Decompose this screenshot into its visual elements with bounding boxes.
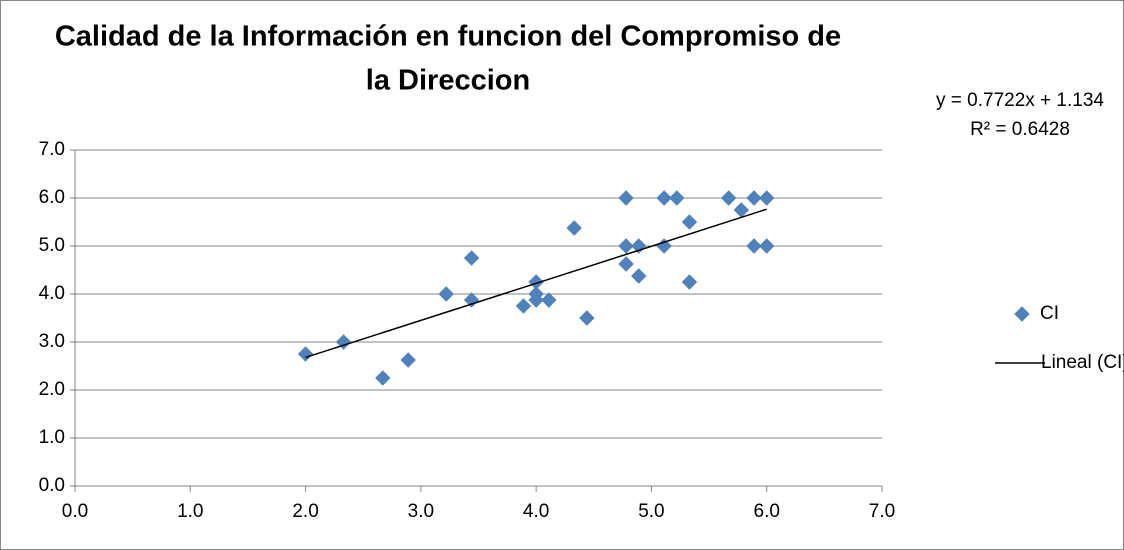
point bbox=[463, 292, 480, 308]
y-tick-label: 1.0 bbox=[39, 427, 65, 448]
point bbox=[746, 190, 762, 206]
point bbox=[618, 238, 634, 254]
x-tick-label: 7.0 bbox=[869, 501, 895, 522]
x-tick-label: 6.0 bbox=[754, 501, 780, 522]
x-tick-label: 3.0 bbox=[408, 501, 434, 522]
point bbox=[375, 370, 391, 386]
point bbox=[335, 334, 352, 350]
chart-title: Calidad de la Información en funcion del… bbox=[55, 21, 841, 53]
point bbox=[656, 190, 672, 206]
point bbox=[746, 238, 762, 254]
x-tick-label: 5.0 bbox=[638, 501, 664, 522]
legend-marker bbox=[1014, 306, 1030, 322]
y-tick-label: 0.0 bbox=[39, 475, 65, 496]
y-tick-label: 7.0 bbox=[39, 139, 65, 160]
x-tick-label: 4.0 bbox=[523, 501, 549, 522]
point bbox=[681, 274, 698, 290]
y-tick-label: 4.0 bbox=[39, 283, 65, 304]
trendline bbox=[305, 208, 767, 359]
trend-r-squared: R² = 0.6428 bbox=[970, 119, 1070, 140]
point bbox=[515, 298, 532, 314]
legend-label: Lineal (CI) bbox=[1041, 352, 1124, 373]
trend-equation: y = 0.7722x + 1.134 bbox=[936, 90, 1104, 111]
y-tick-label: 6.0 bbox=[39, 187, 65, 208]
point bbox=[669, 190, 685, 206]
point bbox=[681, 214, 698, 230]
y-tick-label: 3.0 bbox=[39, 331, 65, 352]
point bbox=[759, 238, 775, 254]
point bbox=[720, 190, 737, 206]
point bbox=[438, 286, 454, 302]
x-tick-label: 0.0 bbox=[62, 501, 88, 522]
point bbox=[541, 292, 557, 308]
point bbox=[400, 352, 416, 368]
x-tick-label: 2.0 bbox=[292, 501, 318, 522]
chart-title: la Direccion bbox=[366, 65, 530, 97]
point bbox=[566, 220, 582, 236]
point bbox=[463, 250, 480, 266]
point bbox=[618, 190, 634, 206]
y-tick-label: 5.0 bbox=[39, 235, 65, 256]
x-tick-label: 1.0 bbox=[177, 501, 203, 522]
point bbox=[631, 268, 647, 284]
legend-label: CI bbox=[1040, 303, 1059, 324]
point bbox=[528, 292, 544, 308]
y-tick-label: 2.0 bbox=[39, 379, 65, 400]
point bbox=[618, 256, 634, 272]
point bbox=[579, 310, 595, 326]
point bbox=[759, 190, 775, 206]
point bbox=[297, 346, 314, 362]
